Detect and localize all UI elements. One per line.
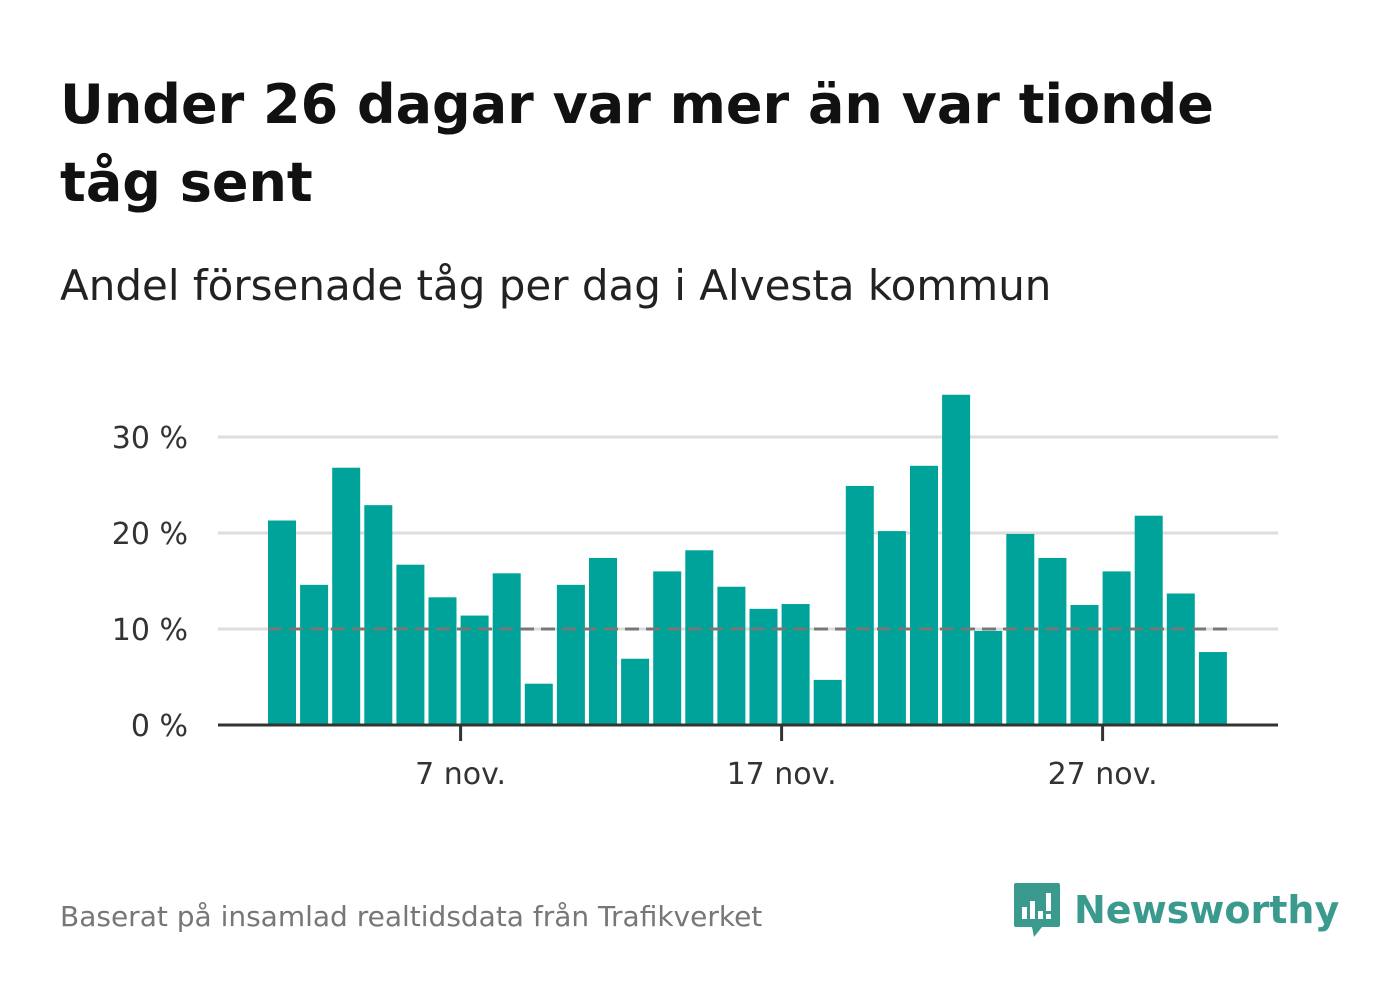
bar-17nov: [781, 604, 810, 725]
bar-1nov: [268, 520, 296, 725]
bar-9nov: [524, 683, 553, 725]
bar-14nov: [685, 550, 714, 725]
bar-6nov: [428, 597, 457, 725]
source-note: Baserat på insamlad realtidsdata från Tr…: [60, 900, 763, 933]
bar-19nov: [845, 485, 874, 725]
y-tick-label: 0 %: [131, 709, 188, 744]
bar-22nov: [942, 394, 971, 725]
x-tick-label: 7 nov.: [415, 757, 506, 792]
bar-25nov: [1038, 557, 1067, 725]
bar-23nov: [974, 630, 1003, 725]
bar-21nov: [910, 465, 938, 725]
bar-26nov: [1070, 605, 1099, 725]
bar-11nov: [589, 557, 617, 725]
bar-10nov: [556, 584, 585, 725]
y-tick-label: 20 %: [112, 517, 188, 552]
bar-30nov: [1198, 652, 1227, 725]
y-tick-label: 10 %: [112, 613, 188, 648]
bar-12nov: [621, 658, 650, 725]
bar-28nov: [1134, 515, 1163, 725]
y-tick-label: 30 %: [112, 421, 188, 456]
bar-29nov: [1166, 593, 1195, 725]
bar-27nov: [1102, 571, 1131, 725]
bar-13nov: [653, 571, 682, 725]
bar-5nov: [396, 564, 425, 725]
bar-8nov: [492, 573, 521, 725]
x-tick-label: 17 nov.: [727, 757, 837, 792]
newsworthy-logo-icon: [1014, 883, 1060, 937]
bar-18nov: [813, 679, 842, 725]
y-axis-labels: 0 % 10 % 20 % 30 %: [112, 421, 188, 744]
chart-subtitle: Andel försenade tåg per dag i Alvesta ko…: [60, 261, 1052, 310]
bar-3nov: [332, 467, 361, 725]
chart-title: Under 26 dagar var mer än var tionde tåg…: [60, 73, 1214, 214]
bar-2nov: [300, 584, 329, 725]
bar-15nov: [717, 586, 746, 725]
newsworthy-logo: Newsworthy: [1012, 880, 1339, 940]
bar-7nov: [460, 615, 489, 725]
brand-name: Newsworthy: [1074, 888, 1340, 932]
bar-4nov: [364, 505, 393, 725]
bar-16nov: [749, 608, 778, 725]
x-axis-labels: 7 nov. 17 nov. 27 nov.: [415, 725, 1158, 792]
bar-series: [268, 394, 1227, 725]
x-tick-label: 27 nov.: [1048, 757, 1158, 792]
